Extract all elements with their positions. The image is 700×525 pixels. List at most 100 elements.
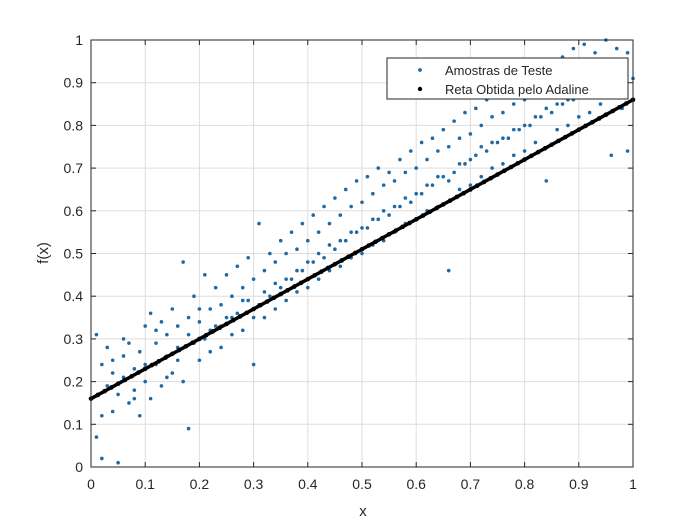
sample-point [143,379,147,384]
y-tick-label: 1 [75,32,83,48]
sample-point [311,213,316,217]
adaline-line-point [359,246,365,252]
sample-point [398,204,402,209]
sample-point [105,345,110,350]
sample-point [197,320,202,324]
sample-point [262,315,267,320]
sample-point [240,298,245,303]
adaline-line-point [203,332,209,338]
sample-point [268,251,272,256]
sample-point [181,260,185,264]
sample-point [186,315,191,320]
sample-point [322,255,326,260]
sample-point [295,268,299,273]
sample-point [511,127,516,132]
sample-point [441,127,446,132]
sample-point [94,332,99,337]
sample-point [457,187,462,192]
sample-point [625,149,630,153]
sample-point [143,324,147,328]
adaline-line-point [366,243,372,248]
sample-point [110,371,115,375]
sample-point [549,110,554,115]
sample-point [387,170,391,175]
sample-point [137,413,142,418]
sample-point [522,149,527,153]
adaline-line-point [400,224,405,230]
sample-point [446,144,451,149]
sample-point [408,149,413,153]
sample-point [360,226,364,230]
sample-point [110,358,115,363]
adaline-line-point [285,288,290,293]
adaline-line-point [346,254,351,260]
adaline-line-point [413,217,419,222]
adaline-line-point [434,205,439,211]
sample-point [100,456,104,461]
adaline-line-point [515,160,521,166]
sample-point [154,328,158,333]
sample-point [175,324,180,328]
adaline-line-point [420,213,426,218]
sample-point [479,123,484,128]
sample-point [127,341,131,345]
adaline-line-point [264,299,270,304]
sample-point [121,354,126,358]
sample-point [300,268,305,273]
sample-point [333,247,337,252]
sample-point [316,251,321,256]
sample-point [349,204,353,209]
sample-point [403,170,408,175]
sample-point [544,106,549,111]
sample-point [306,260,310,264]
adaline-line-point [237,314,243,319]
adaline-line-point [535,149,541,155]
sample-point [398,157,402,162]
sample-point [609,153,614,158]
sample-point [284,251,288,256]
sample-point [289,277,294,281]
adaline-line-point [136,370,141,375]
sample-point [555,127,559,132]
y-axis-label: f(x) [35,242,52,264]
x-tick-label: 0.3 [244,476,264,492]
sample-point [94,435,99,439]
x-tick-label: 0.8 [515,476,535,492]
sample-point [457,136,462,141]
adaline-line-point [251,306,256,312]
axes-frame [90,39,634,468]
sample-point [387,213,391,217]
sample-point [593,51,597,55]
sample-point [560,102,565,106]
sample-point [425,157,429,162]
sample-point [257,221,261,226]
sample-point [625,51,630,55]
legend: Amostras de Teste Reta Obtida pelo Adali… [386,57,629,100]
x-tick-label: 0.2 [190,476,210,492]
sample-point [224,315,229,320]
sample-point [468,132,473,136]
sample-point [419,140,424,145]
adaline-line-point [115,381,121,387]
adaline-line-point [291,284,297,289]
adaline-line-point [441,202,446,207]
adaline-line-point [386,231,392,237]
sample-point [213,285,218,290]
y-tick-label: 0.6 [64,203,84,219]
sample-point [159,384,164,388]
sample-point [474,153,478,158]
adaline-line-point [542,146,548,151]
sample-point [360,200,364,205]
sample-point [284,277,288,281]
legend-label-samples: Amostras de Teste [445,63,552,78]
adaline-line-point [210,329,216,334]
sample-point [262,290,267,294]
adaline-line-point [610,108,615,114]
adaline-line-point [454,194,460,200]
tick-labels: 0 0.1 0.2 0.3 0.4 0.5 0.6 0.7 0.8 0.9 1 0 0.1 0.2 0.3 0… [64,32,638,492]
sample-point [354,179,359,183]
adaline-line-point [109,385,114,390]
sample-point [446,268,451,273]
sample-point [295,247,299,252]
sample-point [436,174,440,179]
